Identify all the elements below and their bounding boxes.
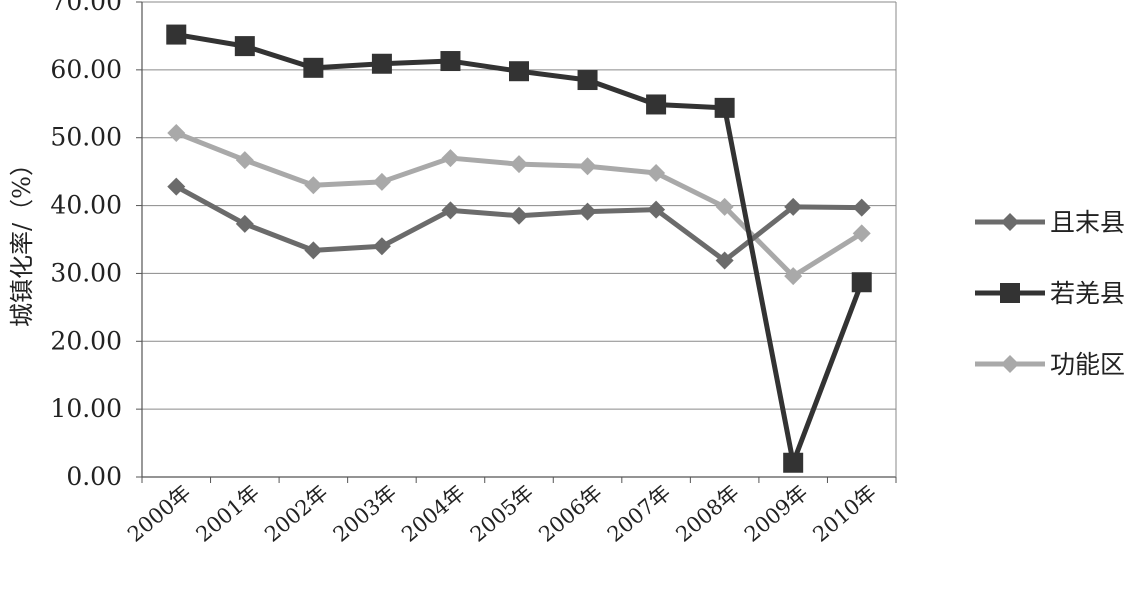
legend-item: 且末县	[975, 208, 1125, 237]
data-point	[441, 149, 460, 168]
series-3	[167, 123, 871, 286]
legend-label: 功能区	[1050, 350, 1125, 379]
data-point	[304, 241, 323, 260]
data-point	[852, 198, 871, 217]
x-tick-label: 2006年	[534, 480, 606, 546]
legend-marker	[1000, 283, 1020, 303]
data-point	[440, 51, 461, 72]
data-point	[851, 272, 872, 293]
x-tick-label: 2001年	[192, 480, 264, 546]
series-1	[167, 177, 871, 270]
legend-item: 若羌县	[975, 279, 1125, 308]
data-point	[715, 251, 734, 270]
y-tick-label: 20.00	[50, 326, 122, 355]
legend-label: 若羌县	[1050, 279, 1125, 308]
y-tick-label: 30.00	[50, 258, 122, 287]
data-point	[714, 97, 735, 118]
x-tick-label: 2002年	[260, 480, 332, 546]
series-line	[175, 130, 864, 279]
data-point	[234, 36, 255, 57]
x-tick-labels: 2000年2001年2002年2003年2004年2005年2006年2007年…	[123, 480, 881, 546]
series-line	[175, 32, 865, 466]
legend-marker	[1001, 355, 1019, 373]
axes	[136, 1, 897, 483]
y-tick-labels: 0.00 10.00 20.00 30.00 40.00 50.00 60.00 70.00	[50, 0, 122, 491]
data-point	[783, 452, 804, 473]
data-point	[166, 24, 187, 45]
data-point	[304, 176, 323, 195]
data-point	[852, 224, 871, 243]
y-tick-label: 70.00	[50, 0, 122, 16]
y-tick-label: 50.00	[50, 123, 122, 152]
data-point	[372, 172, 391, 191]
x-tick-label: 2008年	[671, 480, 743, 546]
y-tick-label: 10.00	[50, 394, 122, 423]
data-point	[784, 197, 803, 216]
data-point	[577, 70, 598, 91]
x-tick-label: 2005年	[466, 480, 538, 546]
x-tick-label: 2007年	[603, 480, 675, 546]
legend-label: 且末县	[1050, 208, 1125, 237]
series-2	[166, 24, 872, 473]
data-point	[371, 53, 392, 74]
data-point	[167, 123, 186, 142]
data-point	[715, 197, 734, 216]
series-lines	[166, 24, 872, 473]
data-point	[784, 267, 803, 286]
data-point	[235, 214, 254, 233]
data-point	[303, 57, 324, 78]
legend-item: 功能区	[975, 350, 1125, 379]
y-tick-label: 0.00	[66, 462, 122, 491]
y-axis-label: 城镇化率/（%）	[8, 152, 36, 327]
x-tick-label: 2009年	[740, 480, 812, 546]
data-point	[441, 201, 460, 220]
x-tick-label: 2003年	[329, 480, 401, 546]
data-point	[372, 237, 391, 256]
y-tick-label: 60.00	[50, 55, 122, 84]
data-point	[647, 200, 666, 219]
x-tick-label: 2010年	[808, 480, 880, 546]
data-point	[647, 164, 666, 182]
data-point	[509, 61, 529, 82]
data-point	[510, 206, 528, 225]
data-point	[235, 151, 254, 170]
data-point	[578, 202, 597, 221]
data-point	[167, 177, 186, 196]
data-point	[578, 157, 597, 176]
data-point	[510, 155, 528, 174]
x-tick-label: 2004年	[397, 480, 469, 546]
data-point	[646, 94, 667, 115]
y-tick-label: 40.00	[50, 191, 122, 220]
legend-marker	[1001, 213, 1019, 231]
x-tick-label: 2000年	[123, 480, 195, 546]
